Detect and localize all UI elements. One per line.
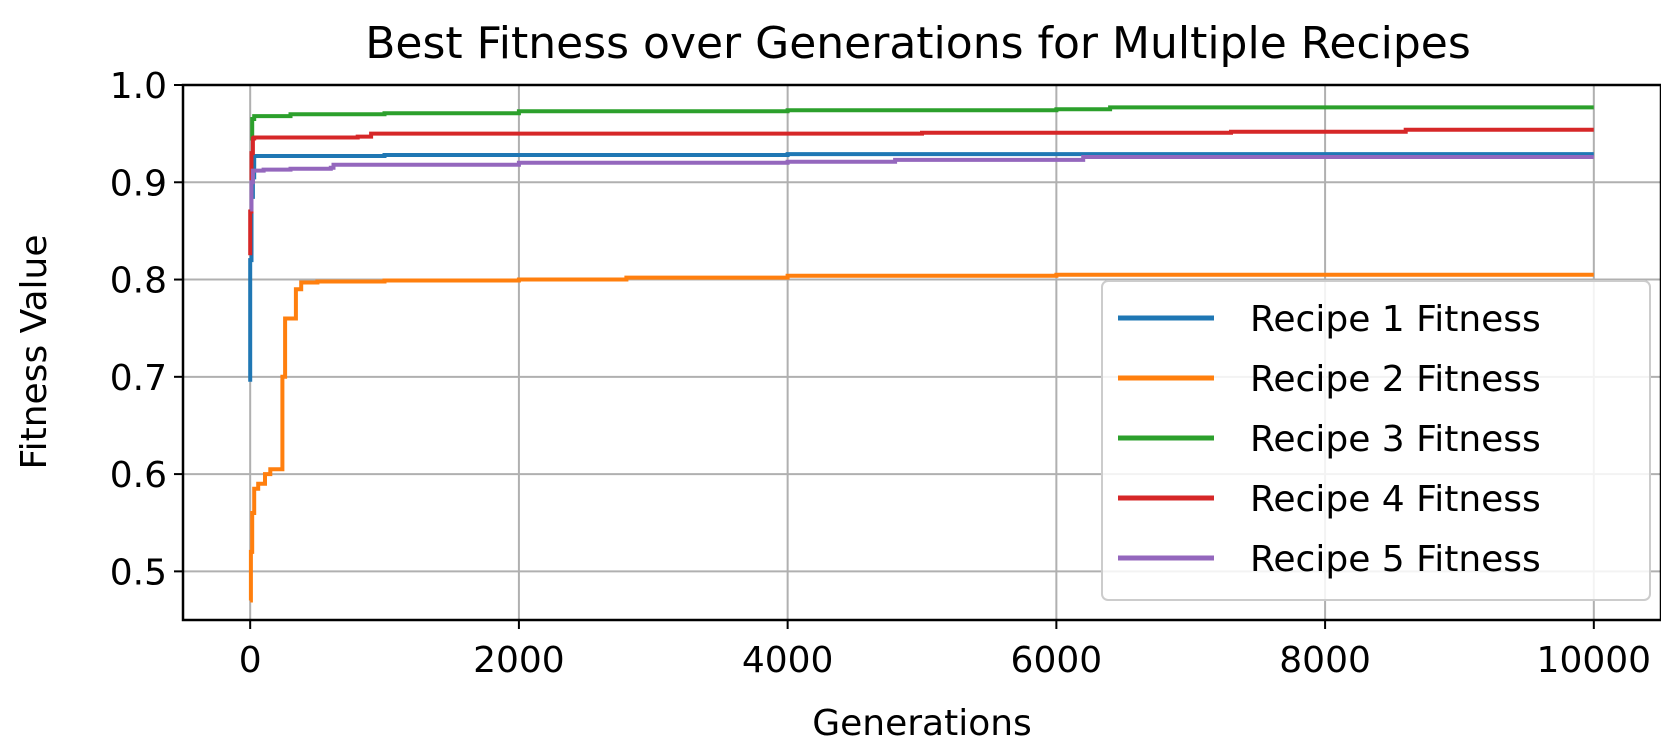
series-line-recipe-4 bbox=[248, 127, 1594, 256]
legend: Recipe 1 Fitness Recipe 2 Fitness Recipe 3… bbox=[1101, 280, 1651, 601]
y-tick-label: 0.9 bbox=[110, 163, 167, 204]
y-tick-label: 0.7 bbox=[110, 358, 167, 399]
series-lines bbox=[248, 105, 1594, 603]
legend-label-recipe-3: Recipe 3 Fitness bbox=[1250, 419, 1541, 460]
y-tick-label: 0.8 bbox=[110, 261, 167, 302]
x-tick-label: 10000 bbox=[1537, 640, 1652, 681]
legend-label-recipe-4: Recipe 4 Fitness bbox=[1250, 479, 1541, 520]
series-line-recipe-3 bbox=[250, 105, 1594, 141]
plot-frame bbox=[181, 83, 1661, 622]
legend-box bbox=[1101, 280, 1651, 601]
y-axis-label: Fitness Value bbox=[14, 235, 55, 470]
series-line-recipe-5 bbox=[249, 155, 1594, 212]
y-tick-label: 0.5 bbox=[110, 552, 167, 593]
y-tick-label: 0.6 bbox=[110, 455, 167, 496]
axis-ticks: 0 2000 4000 6000 8000 10000 0.5 0.6 0.7 0.8 0.9 1.0 bbox=[110, 66, 1651, 681]
x-tick-label: 0 bbox=[239, 640, 262, 681]
chart-title: Best Fitness over Generations for Multip… bbox=[365, 18, 1471, 69]
legend-label-recipe-2: Recipe 2 Fitness bbox=[1250, 359, 1541, 400]
legend-label-recipe-1: Recipe 1 Fitness bbox=[1250, 299, 1541, 340]
x-tick-label: 2000 bbox=[473, 640, 565, 681]
series-line-recipe-2 bbox=[248, 272, 1594, 603]
legend-label-recipe-5: Recipe 5 Fitness bbox=[1250, 539, 1541, 580]
y-tick-label: 1.0 bbox=[110, 66, 167, 107]
x-tick-label: 4000 bbox=[742, 640, 834, 681]
x-tick-label: 8000 bbox=[1279, 640, 1371, 681]
x-axis-label: Generations bbox=[812, 703, 1032, 742]
x-tick-label: 6000 bbox=[1011, 640, 1103, 681]
